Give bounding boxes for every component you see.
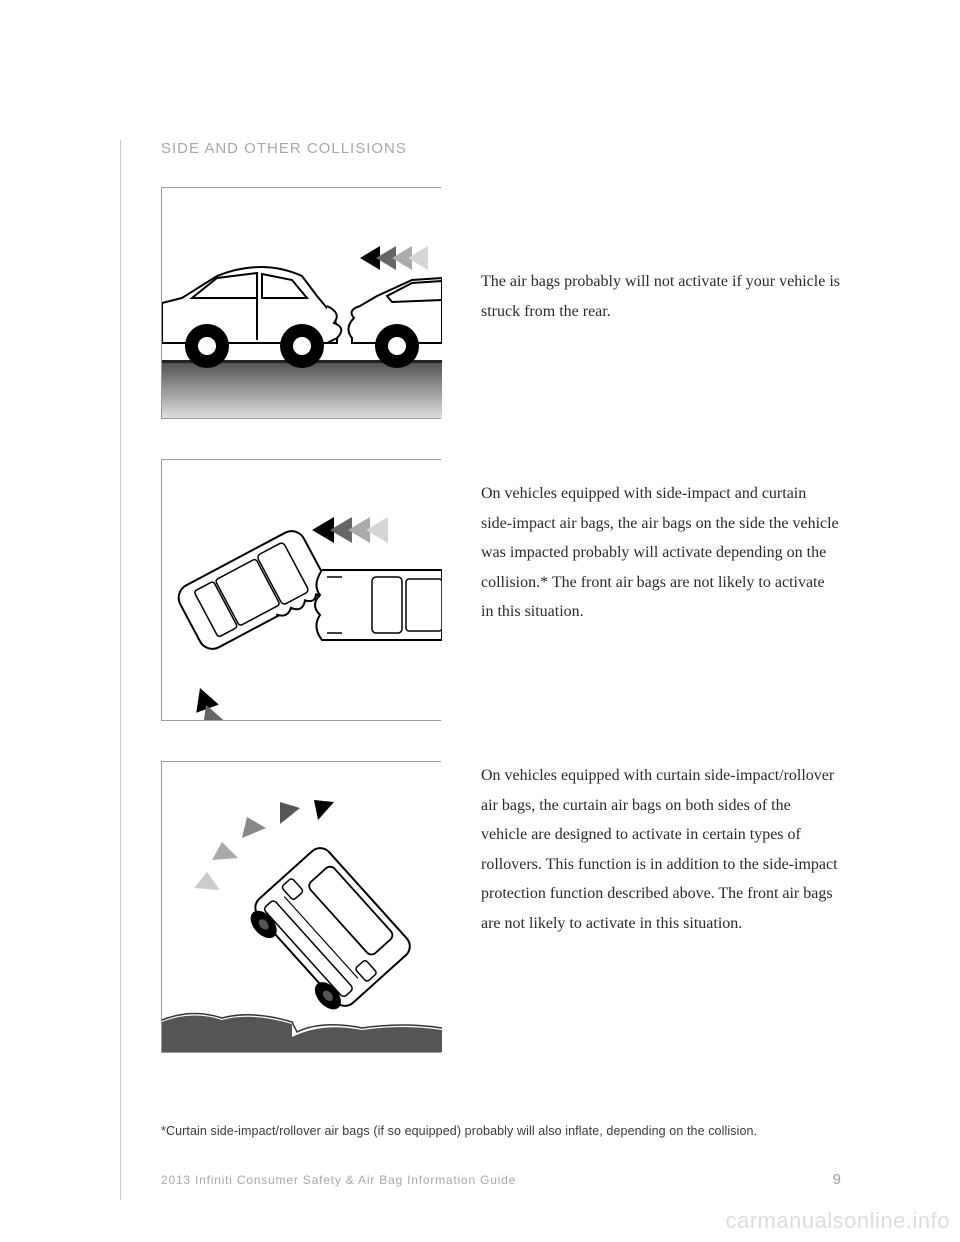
illustration-side-collision xyxy=(161,459,441,721)
page-number: 9 xyxy=(833,1171,841,1188)
footnote: *Curtain side-impact/rollover air bags (… xyxy=(161,1124,757,1138)
page-content: SIDE AND OTHER COLLISIONS xyxy=(120,140,840,1200)
description-rear: The air bags probably will not activate … xyxy=(441,187,840,326)
row-side-collision: On vehicles equipped with side-impact an… xyxy=(161,459,840,721)
footer-title: 2013 Infiniti Consumer Safety & Air Bag … xyxy=(161,1173,516,1187)
illustration-rollover xyxy=(161,761,441,1053)
description-rollover: On vehicles equipped with curtain side-i… xyxy=(441,761,840,939)
description-side: On vehicles equipped with side-impact an… xyxy=(441,459,840,627)
section-title: SIDE AND OTHER COLLISIONS xyxy=(161,140,840,157)
row-rollover: On vehicles equipped with curtain side-i… xyxy=(161,761,840,1053)
row-rear-collision: The air bags probably will not activate … xyxy=(161,187,840,419)
illustration-rear-collision xyxy=(161,187,441,419)
watermark: carmanualsonline.info xyxy=(725,1208,950,1234)
page-footer: 2013 Infiniti Consumer Safety & Air Bag … xyxy=(161,1171,841,1188)
